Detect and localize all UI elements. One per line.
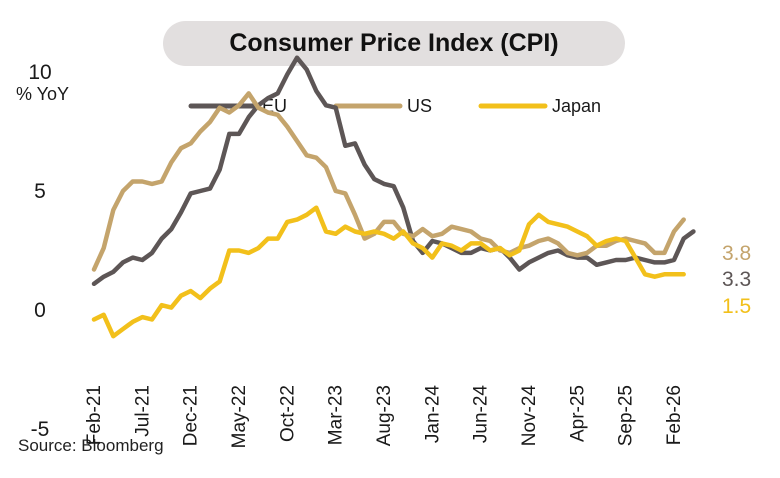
chart-title-pill: Consumer Price Index (CPI) [163,21,625,66]
chart-title: Consumer Price Index (CPI) [229,29,559,57]
series-lines [91,55,696,339]
series-line-us [91,91,686,272]
y-axis-unit-label: % YoY [16,84,70,104]
x-tick-label: Feb-21 [84,385,105,445]
x-tick-label: Nov-24 [519,385,540,447]
series-line-japan [91,205,686,339]
x-tick-label: Mar-23 [326,385,347,445]
y-tick-label: 10 [28,61,51,84]
x-tick-label: Sep-25 [616,385,637,446]
end-label-eu: 3.3 [722,268,751,291]
source-note: Source: Bloomberg [18,436,164,455]
y-axis: 151050-5 [28,61,51,441]
legend-label-us: US [407,96,432,116]
x-tick-label: Aug-23 [374,385,395,446]
x-tick-label: Apr-25 [567,385,588,442]
y-tick-label: -5 [31,418,50,441]
x-tick-label: Jan-24 [422,385,443,444]
y-tick-label: 5 [34,180,46,203]
end-label-us: 3.8 [722,242,751,265]
legend-label-japan: Japan [552,96,601,116]
series-line-eu [91,55,696,287]
y-tick-label: 0 [34,299,46,322]
x-tick-label: Jul-21 [132,385,153,437]
x-tick-label: Dec-21 [181,385,202,446]
series-end-labels: 3.3 3.8 1.5 [722,242,751,318]
x-axis: Feb-21 Jul-21 Dec-21 May-22 Oct-22 Mar-23 Aug-… [84,385,685,449]
x-tick-label: May-22 [229,385,250,448]
x-tick-label: Jun-24 [471,385,492,444]
x-tick-label: Oct-22 [277,385,298,442]
chart-legend: EU US Japan [188,96,601,116]
x-tick-label: Feb-26 [664,385,685,445]
end-label-japan: 1.5 [722,295,751,318]
